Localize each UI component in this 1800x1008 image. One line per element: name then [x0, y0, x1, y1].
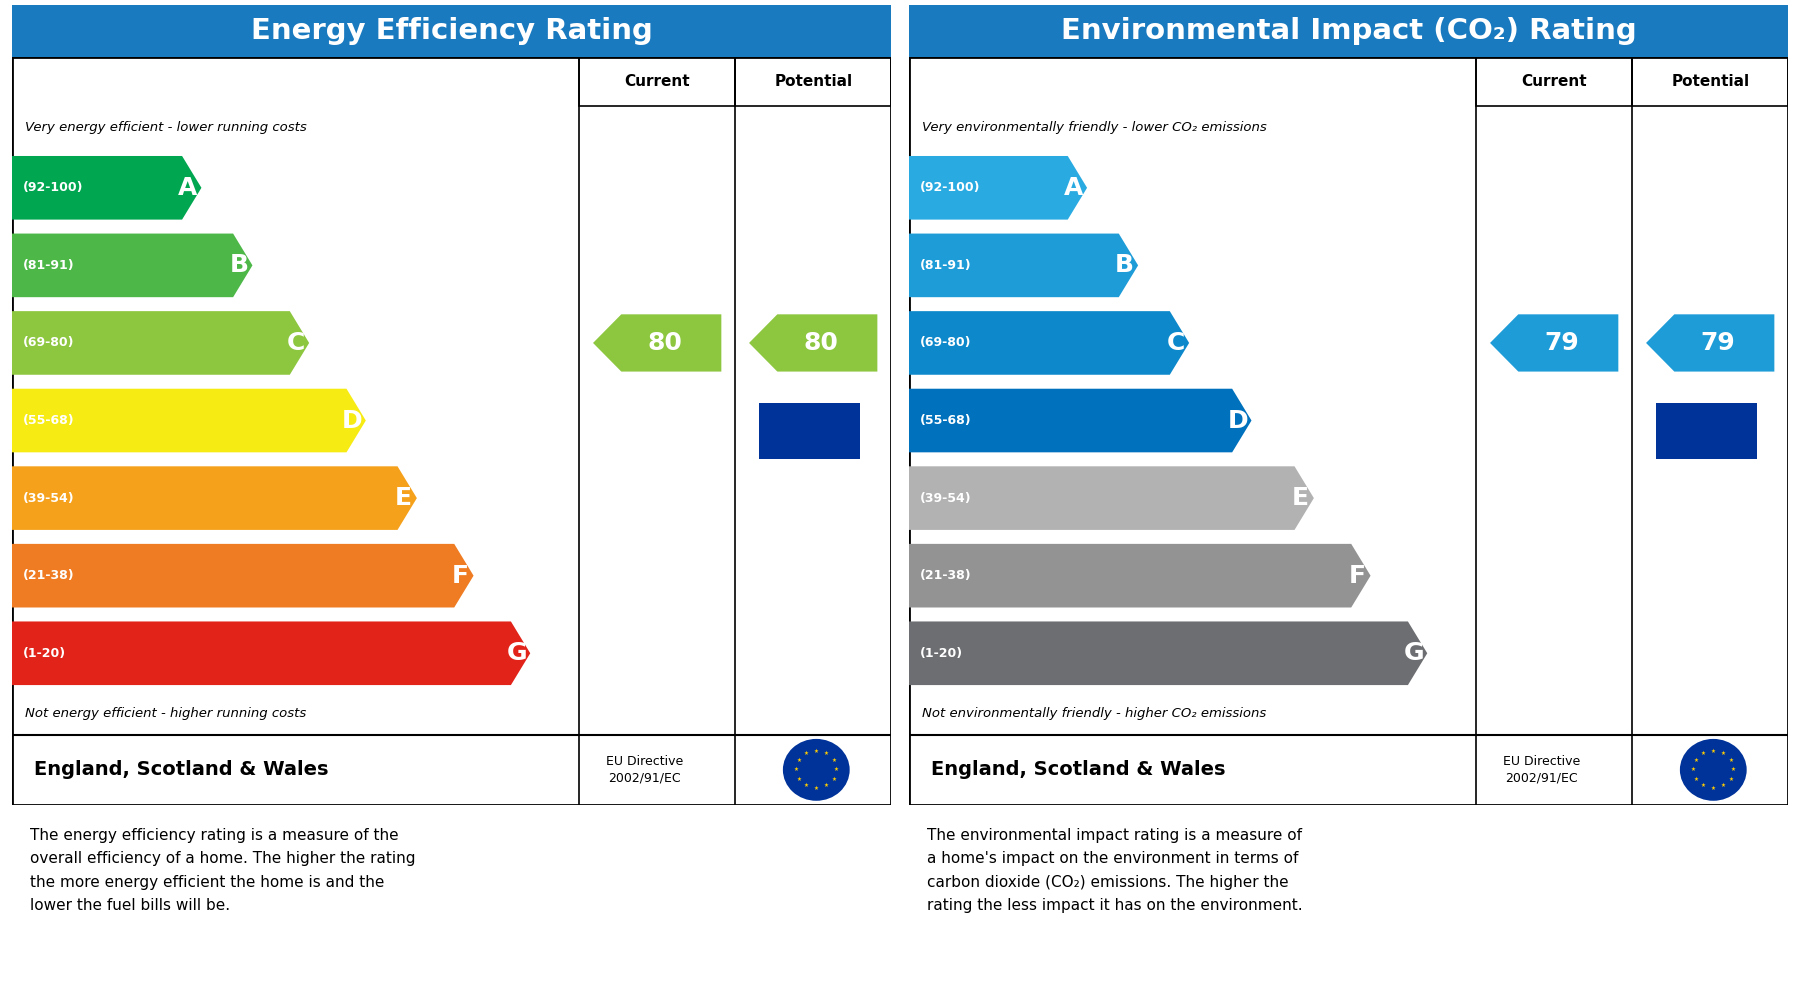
Text: ★: ★ — [1690, 767, 1696, 772]
Text: EU Directive
2002/91/EC: EU Directive 2002/91/EC — [607, 755, 684, 785]
Text: ★: ★ — [833, 767, 839, 772]
Text: B: B — [1114, 253, 1134, 277]
Text: ★: ★ — [814, 749, 819, 754]
Polygon shape — [1645, 314, 1775, 372]
Text: 80: 80 — [648, 331, 682, 355]
Text: G: G — [1404, 641, 1424, 665]
Ellipse shape — [783, 739, 850, 800]
Polygon shape — [13, 234, 252, 297]
Polygon shape — [13, 544, 473, 608]
Text: Current: Current — [625, 75, 689, 89]
Text: ★: ★ — [805, 751, 808, 756]
Text: ★: ★ — [824, 783, 828, 788]
Text: ★: ★ — [1701, 751, 1706, 756]
Polygon shape — [909, 234, 1138, 297]
Polygon shape — [1490, 314, 1618, 372]
Polygon shape — [13, 389, 365, 453]
Text: ★: ★ — [1694, 758, 1699, 763]
Ellipse shape — [1679, 739, 1746, 800]
Text: (1-20): (1-20) — [23, 647, 65, 660]
Text: (69-80): (69-80) — [920, 337, 970, 350]
Text: ★: ★ — [1728, 758, 1733, 763]
Text: D: D — [1228, 408, 1247, 432]
Bar — [736, 57, 891, 107]
Text: 80: 80 — [803, 331, 839, 355]
Text: The environmental impact rating is a measure of
a home's impact on the environme: The environmental impact rating is a mea… — [927, 828, 1301, 913]
Text: F: F — [1348, 563, 1366, 588]
Text: ★: ★ — [1710, 786, 1715, 791]
Text: ★: ★ — [1721, 751, 1726, 756]
Polygon shape — [592, 314, 722, 372]
Text: G: G — [506, 641, 527, 665]
Text: Very energy efficient - lower running costs: Very energy efficient - lower running co… — [25, 121, 308, 134]
Polygon shape — [909, 156, 1087, 220]
Text: Environmental Impact (CO₂) Rating: Environmental Impact (CO₂) Rating — [1060, 17, 1636, 45]
Bar — [1656, 403, 1757, 459]
Text: England, Scotland & Wales: England, Scotland & Wales — [34, 760, 328, 779]
Text: Very environmentally friendly - lower CO₂ emissions: Very environmentally friendly - lower CO… — [922, 121, 1267, 134]
Text: EU Directive
2002/91/EC: EU Directive 2002/91/EC — [1503, 755, 1580, 785]
Polygon shape — [749, 314, 877, 372]
Text: 79: 79 — [1544, 331, 1579, 355]
Polygon shape — [13, 467, 418, 530]
Text: 79: 79 — [1701, 331, 1735, 355]
Text: ★: ★ — [814, 786, 819, 791]
Text: ★: ★ — [1721, 783, 1726, 788]
Text: Not environmentally friendly - higher CO₂ emissions: Not environmentally friendly - higher CO… — [922, 707, 1267, 720]
Text: E: E — [1292, 486, 1309, 510]
Polygon shape — [909, 467, 1314, 530]
Text: (21-38): (21-38) — [920, 570, 972, 583]
Text: ★: ★ — [832, 776, 835, 781]
Text: Energy Efficiency Rating: Energy Efficiency Rating — [250, 17, 652, 45]
Text: Potential: Potential — [1670, 75, 1750, 89]
Polygon shape — [13, 622, 531, 685]
Text: C: C — [1166, 331, 1184, 355]
Text: A: A — [1064, 175, 1084, 200]
Text: ★: ★ — [1728, 776, 1733, 781]
Text: England, Scotland & Wales: England, Scotland & Wales — [931, 760, 1226, 779]
Text: ★: ★ — [832, 758, 835, 763]
Text: ★: ★ — [824, 751, 828, 756]
Text: ★: ★ — [1701, 783, 1706, 788]
Text: (81-91): (81-91) — [23, 259, 74, 272]
Text: B: B — [229, 253, 248, 277]
Text: (81-91): (81-91) — [920, 259, 972, 272]
Polygon shape — [909, 389, 1251, 453]
Text: C: C — [286, 331, 304, 355]
Text: (55-68): (55-68) — [920, 414, 972, 427]
Text: ★: ★ — [805, 783, 808, 788]
Text: ★: ★ — [796, 776, 801, 781]
Text: ★: ★ — [794, 767, 799, 772]
Text: The energy efficiency rating is a measure of the
overall efficiency of a home. T: The energy efficiency rating is a measur… — [29, 828, 416, 913]
Text: F: F — [452, 563, 468, 588]
Bar — [1633, 57, 1787, 107]
Text: ★: ★ — [1694, 776, 1699, 781]
Polygon shape — [909, 544, 1370, 608]
Text: (1-20): (1-20) — [920, 647, 963, 660]
Polygon shape — [13, 156, 202, 220]
Text: (92-100): (92-100) — [23, 181, 83, 195]
Text: Not energy efficient - higher running costs: Not energy efficient - higher running co… — [25, 707, 306, 720]
Text: E: E — [394, 486, 412, 510]
Text: (39-54): (39-54) — [23, 492, 74, 505]
Text: (55-68): (55-68) — [23, 414, 74, 427]
Text: A: A — [178, 175, 198, 200]
Polygon shape — [909, 622, 1427, 685]
Polygon shape — [909, 311, 1190, 375]
Polygon shape — [13, 311, 310, 375]
Bar — [580, 57, 736, 107]
Text: (21-38): (21-38) — [23, 570, 74, 583]
Text: (69-80): (69-80) — [23, 337, 74, 350]
Text: (39-54): (39-54) — [920, 492, 972, 505]
Text: Current: Current — [1521, 75, 1588, 89]
Text: ★: ★ — [796, 758, 801, 763]
Text: Potential: Potential — [774, 75, 851, 89]
Text: D: D — [342, 408, 362, 432]
Text: (92-100): (92-100) — [920, 181, 979, 195]
Text: ★: ★ — [1732, 767, 1735, 772]
Text: ★: ★ — [1710, 749, 1715, 754]
Bar — [760, 403, 860, 459]
Bar — [1476, 57, 1633, 107]
